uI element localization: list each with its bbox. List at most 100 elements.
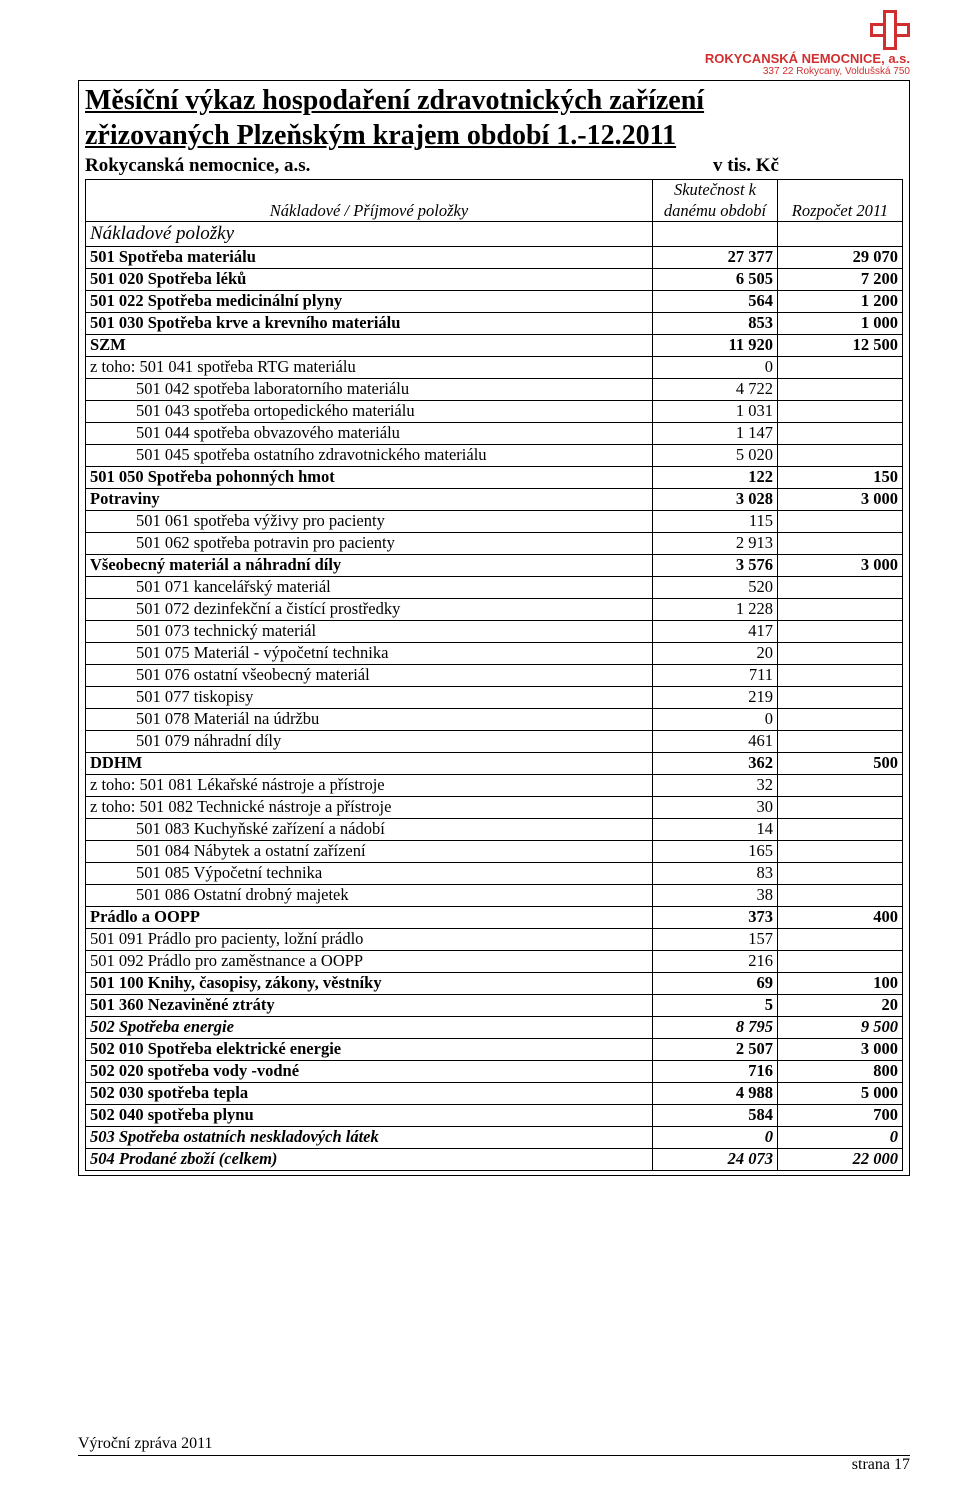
row-budget: 9 500 (778, 1017, 903, 1039)
table-row: 501 076 ostatní všeobecný materiál711 (86, 665, 903, 687)
row-budget (778, 841, 903, 863)
row-label: 501 Spotřeba materiálu (86, 247, 653, 269)
row-actual: 2 507 (653, 1039, 778, 1061)
row-label: 501 083 Kuchyňské zařízení a nádobí (86, 819, 653, 841)
row-budget: 5 000 (778, 1083, 903, 1105)
table-row: Potraviny3 0283 000 (86, 489, 903, 511)
row-label: 501 075 Materiál - výpočetní technika (86, 643, 653, 665)
row-label: Prádlo a OOPP (86, 907, 653, 929)
col-header-items: Nákladové / Příjmové položky (270, 201, 468, 220)
row-label: SZM (86, 335, 653, 357)
footer-page-number: strana 17 (78, 1456, 910, 1474)
row-actual: 564 (653, 291, 778, 313)
row-actual: 157 (653, 929, 778, 951)
table-row: 501 022 Spotřeba medicinální plyny5641 2… (86, 291, 903, 313)
row-budget: 3 000 (778, 1039, 903, 1061)
table-row: 501 360 Nezaviněné ztráty520 (86, 995, 903, 1017)
row-actual: 716 (653, 1061, 778, 1083)
row-budget (778, 379, 903, 401)
row-label: 501 100 Knihy, časopisy, zákony, věstník… (86, 973, 653, 995)
row-label: 501 045 spotřeba ostatního zdravotnickéh… (86, 445, 653, 467)
row-budget: 12 500 (778, 335, 903, 357)
row-budget: 800 (778, 1061, 903, 1083)
report-subheader: Rokycanská nemocnice, a.s. v tis. Kč (85, 155, 903, 177)
document-page: ROKYCANSKÁ NEMOCNICE, a.s. 337 22 Rokyca… (0, 0, 960, 1504)
row-actual: 38 (653, 885, 778, 907)
row-actual: 219 (653, 687, 778, 709)
row-actual: 1 031 (653, 401, 778, 423)
row-budget (778, 357, 903, 379)
row-budget (778, 731, 903, 753)
cross-icon (870, 10, 910, 50)
table-row: 503 Spotřeba ostatních neskladových láte… (86, 1127, 903, 1149)
row-actual: 115 (653, 511, 778, 533)
row-label: 503 Spotřeba ostatních neskladových láte… (86, 1127, 653, 1149)
column-header-row: Nákladové / Příjmové položky Skutečnost … (86, 180, 903, 222)
row-label: 502 010 Spotřeba elektrické energie (86, 1039, 653, 1061)
table-row: 501 020 Spotřeba léků6 5057 200 (86, 269, 903, 291)
row-actual: 417 (653, 621, 778, 643)
row-label: 501 071 kancelářský materiál (86, 577, 653, 599)
row-budget (778, 709, 903, 731)
report-table: Nákladové / Příjmové položky Skutečnost … (85, 179, 903, 1171)
row-budget (778, 687, 903, 709)
table-row: 502 020 spotřeba vody -vodné716800 (86, 1061, 903, 1083)
row-actual: 853 (653, 313, 778, 335)
row-label: 501 078 Materiál na údržbu (86, 709, 653, 731)
table-row: 502 030 spotřeba tepla4 9885 000 (86, 1083, 903, 1105)
row-label: Potraviny (86, 489, 653, 511)
row-label: 501 079 náhradní díly (86, 731, 653, 753)
row-actual: 520 (653, 577, 778, 599)
row-budget: 20 (778, 995, 903, 1017)
row-budget (778, 401, 903, 423)
table-row: 502 040 spotřeba plynu584700 (86, 1105, 903, 1127)
row-label: 501 092 Prádlo pro zaměstnance a OOPP (86, 951, 653, 973)
row-budget: 1 200 (778, 291, 903, 313)
row-actual: 3 028 (653, 489, 778, 511)
row-label: 501 061 spotřeba výživy pro pacienty (86, 511, 653, 533)
row-budget: 3 000 (778, 555, 903, 577)
row-budget: 7 200 (778, 269, 903, 291)
col-header-budget: Rozpočet 2011 (792, 201, 888, 220)
table-row: 502 Spotřeba energie8 7959 500 (86, 1017, 903, 1039)
col-header-actual-1: Skutečnost k (674, 180, 756, 199)
table-row: 501 079 náhradní díly461 (86, 731, 903, 753)
row-budget (778, 577, 903, 599)
title-line-1: Měsíční výkaz hospodaření zdravotnických… (85, 85, 704, 116)
row-actual: 3 576 (653, 555, 778, 577)
table-row: 502 010 Spotřeba elektrické energie2 507… (86, 1039, 903, 1061)
row-actual: 11 920 (653, 335, 778, 357)
table-row: 501 043 spotřeba ortopedického materiálu… (86, 401, 903, 423)
row-budget: 3 000 (778, 489, 903, 511)
row-label: 501 076 ostatní všeobecný materiál (86, 665, 653, 687)
row-label: z toho: 501 081 Lékařské nástroje a přís… (86, 775, 653, 797)
row-label: 504 Prodané zboží (celkem) (86, 1149, 653, 1171)
row-label: 502 020 spotřeba vody -vodné (86, 1061, 653, 1083)
section-nakladove: Nákladové položky (90, 223, 234, 244)
row-label: 501 077 tiskopisy (86, 687, 653, 709)
row-budget (778, 511, 903, 533)
row-actual: 69 (653, 973, 778, 995)
row-actual: 0 (653, 1127, 778, 1149)
row-label: 501 086 Ostatní drobný majetek (86, 885, 653, 907)
row-label: 501 022 Spotřeba medicinální plyny (86, 291, 653, 313)
row-actual: 27 377 (653, 247, 778, 269)
table-row: 501 077 tiskopisy219 (86, 687, 903, 709)
row-label: 501 085 Výpočetní technika (86, 863, 653, 885)
row-label: 502 Spotřeba energie (86, 1017, 653, 1039)
table-row: 501 084 Nábytek a ostatní zařízení165 (86, 841, 903, 863)
row-budget (778, 951, 903, 973)
row-budget: 0 (778, 1127, 903, 1149)
unit-label: v tis. Kč (713, 155, 903, 177)
row-budget (778, 929, 903, 951)
row-budget (778, 665, 903, 687)
row-label: 501 020 Spotřeba léků (86, 269, 653, 291)
logo-name: ROKYCANSKÁ NEMOCNICE, a.s. (705, 52, 910, 66)
org-name: Rokycanská nemocnice, a.s. (85, 155, 713, 177)
row-label: 501 360 Nezaviněné ztráty (86, 995, 653, 1017)
row-budget (778, 797, 903, 819)
row-label: Všeobecný materiál a náhradní díly (86, 555, 653, 577)
row-actual: 5 (653, 995, 778, 1017)
table-row: 501 042 spotřeba laboratorního materiálu… (86, 379, 903, 401)
row-budget (778, 863, 903, 885)
